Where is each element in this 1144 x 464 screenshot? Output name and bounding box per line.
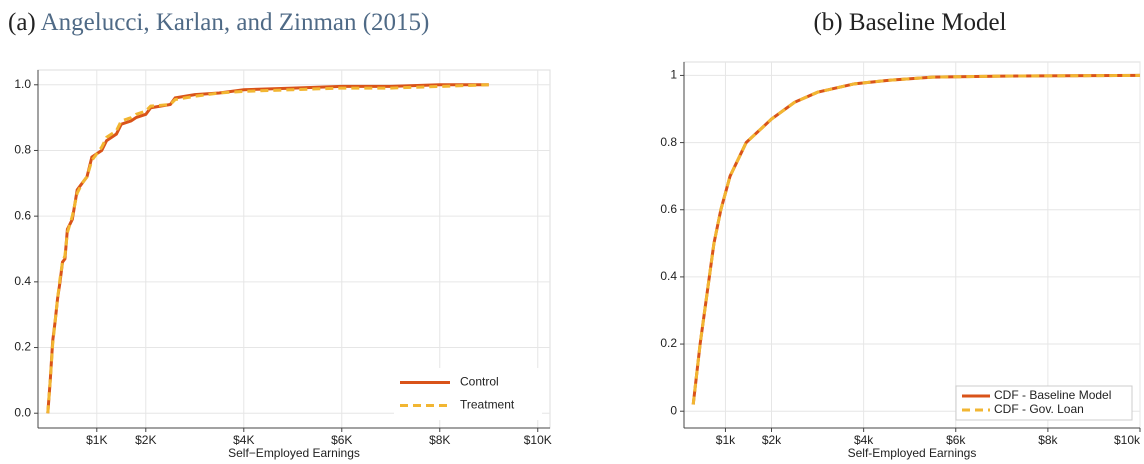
series-line xyxy=(46,83,489,414)
legend-label: CDF - Gov. Loan xyxy=(994,402,1084,416)
x-tick-label: $4K xyxy=(233,433,254,447)
y-tick-label: 0 xyxy=(670,403,677,417)
panel-title: (a) Angelucci, Karlan, and Zinman (2015) xyxy=(8,9,429,36)
y-tick-label: 1 xyxy=(670,68,677,82)
y-tick-label: 0.2 xyxy=(660,336,677,350)
x-tick-label: $1k xyxy=(716,433,736,447)
y-tick-label: 0.4 xyxy=(660,269,677,283)
plot-area xyxy=(683,61,1141,429)
panel-label: (b) xyxy=(813,9,842,36)
legend-box xyxy=(955,385,1133,421)
series-line xyxy=(691,73,1141,405)
y-tick-label: 0.8 xyxy=(660,135,677,149)
x-tick-label: $10k xyxy=(1114,433,1141,447)
y-tick-label: 0.2 xyxy=(14,340,31,354)
x-tick-label: $8k xyxy=(1038,433,1058,447)
x-tick-label: $8K xyxy=(429,433,450,447)
x-tick-label: $1K xyxy=(86,433,107,447)
legend: Control Treatment xyxy=(394,368,542,420)
x-tick-label: $6k xyxy=(946,433,966,447)
x-tick-label: $6K xyxy=(331,433,352,447)
title-text: Baseline Model xyxy=(849,9,1007,36)
y-tick-label: 1.0 xyxy=(14,77,31,91)
y-tick-label: 0.6 xyxy=(660,202,677,216)
legend-box xyxy=(394,368,542,420)
x-axis-label: Self−Employed Earnings xyxy=(228,446,360,460)
y-tick-label: 0.6 xyxy=(14,208,31,222)
title-text: Angelucci, Karlan, and Zinman (2015) xyxy=(41,9,430,36)
x-tick-label: $2k xyxy=(762,433,782,447)
panel-title: (b) Baseline Model xyxy=(813,9,1006,36)
legend-label: Treatment xyxy=(460,398,515,412)
panel-label: (a) xyxy=(8,9,36,36)
y-tick-label: 0.8 xyxy=(14,143,31,157)
x-tick-label: $10K xyxy=(524,433,552,447)
x-axis-label: Self-Employed Earnings xyxy=(848,446,977,460)
y-tick-label: 0.0 xyxy=(14,405,31,419)
y-tick-label: 0.4 xyxy=(14,274,31,288)
x-tick-label: $2K xyxy=(135,433,156,447)
legend-label: CDF - Baseline Model xyxy=(994,388,1111,402)
legend-label: Control xyxy=(460,375,499,389)
x-tick-label: $4k xyxy=(854,433,874,447)
